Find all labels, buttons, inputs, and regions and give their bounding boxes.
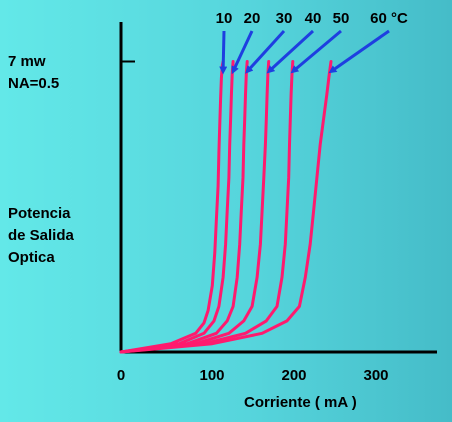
y-axis-label-line-1: Potencia — [8, 205, 71, 222]
temp-arrow-60 — [328, 29, 390, 74]
series-line-20 — [119, 60, 235, 354]
temp-arrow-50 — [290, 29, 342, 74]
temp-label-40: 40 — [304, 10, 322, 27]
temp-label-10: 10 — [215, 10, 233, 27]
y-axis-label-line-3: Optica — [8, 249, 55, 266]
temp-label-20: 20 — [243, 10, 261, 27]
temp-label-30: 30 — [275, 10, 293, 27]
na-label: NA=0.5 — [8, 75, 60, 92]
temp-arrow-20 — [231, 30, 254, 75]
x-axis-label: Corriente ( mA ) — [244, 394, 357, 411]
series-line-50 — [119, 60, 295, 354]
series-line-10 — [119, 60, 225, 354]
temp-label-50: 50 — [332, 10, 350, 27]
x-tick-label: 0 — [116, 367, 126, 384]
temp-arrow-10 — [219, 30, 228, 75]
temp-label-60: 60 °C — [370, 10, 408, 27]
x-tick-label: 300 — [363, 367, 389, 384]
power-label: 7 mw — [8, 53, 46, 70]
x-tick-label: 100 — [199, 367, 225, 384]
series-line-30 — [119, 60, 249, 354]
x-tick-label: 200 — [281, 367, 307, 384]
temp-arrow-40 — [266, 29, 315, 74]
y-axis-label-line-2: de Salida — [8, 227, 74, 244]
temp-arrow-30 — [245, 29, 286, 74]
series-line-60 — [119, 60, 333, 354]
series-line-40 — [119, 60, 271, 354]
